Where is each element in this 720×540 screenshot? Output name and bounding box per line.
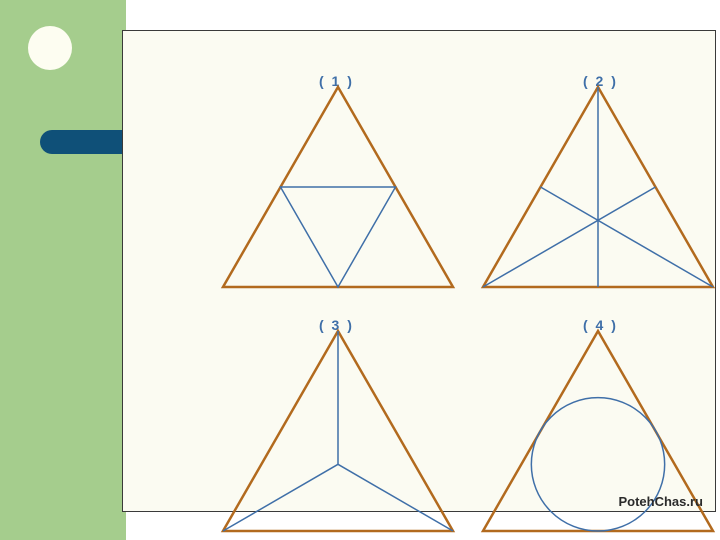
- watermark: PotehChas.ru: [618, 494, 703, 509]
- sidebar-green: [0, 0, 126, 540]
- figure-2: [483, 87, 713, 287]
- page-root: ( 1 ) ( 2 ) ( 3 ) ( 4 ) PotehChas.ru: [0, 0, 720, 540]
- decor-dot: [28, 26, 72, 70]
- figure-3: [223, 331, 453, 531]
- figure-1: [223, 87, 453, 287]
- content-panel: ( 1 ) ( 2 ) ( 3 ) ( 4 ) PotehChas.ru: [122, 30, 716, 512]
